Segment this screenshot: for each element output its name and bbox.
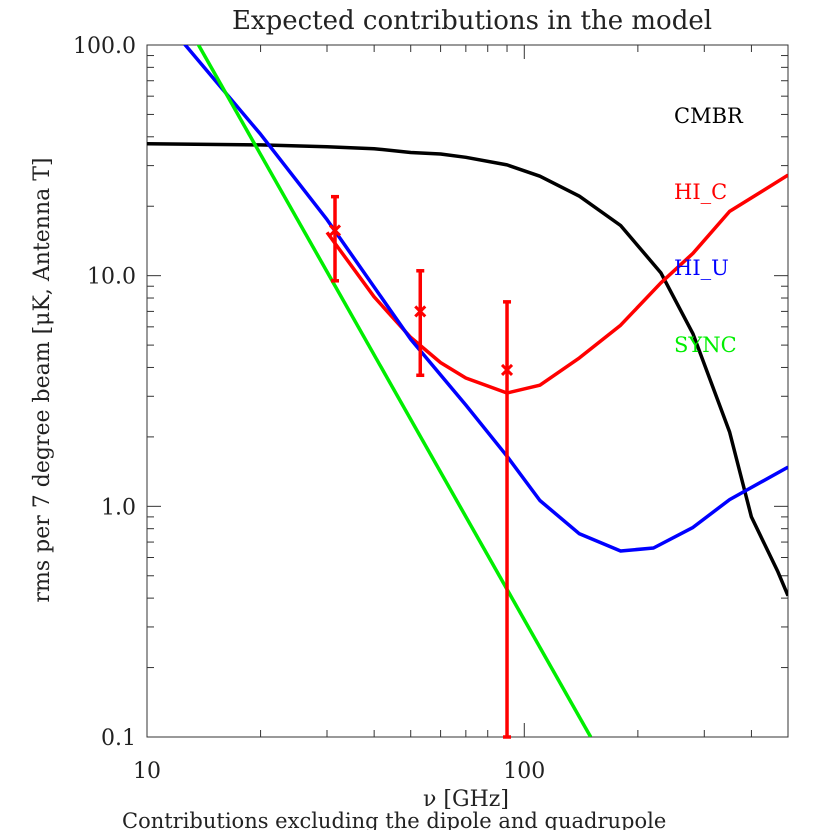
- legend-item-sync: SYNC: [674, 333, 737, 357]
- x-tick-label: 100: [503, 759, 545, 784]
- series-line-hi-u: [182, 45, 788, 553]
- error-bar: [328, 194, 342, 283]
- error-bar: [500, 300, 514, 739]
- series-lines: [147, 45, 788, 737]
- y-axis-label: rms per 7 degree beam [μK, Antenna T]: [30, 158, 55, 603]
- series-line-hi-c: [325, 173, 788, 395]
- x-tick-label: 10: [133, 759, 161, 784]
- legend-item-hi-u: HI_U: [674, 256, 729, 280]
- legend: CMBR HI_C HI_U SYNC: [674, 104, 744, 357]
- legend-item-hi-c: HI_C: [674, 180, 727, 204]
- series-line-cmbr: [147, 142, 788, 597]
- axis-ticks: [146, 44, 789, 738]
- y-tick-label: 1.0: [101, 495, 136, 520]
- chart-caption: Contributions excluding the dipole and q…: [122, 809, 666, 830]
- y-tick-label: 10.0: [87, 265, 136, 290]
- series-line-sync: [196, 45, 593, 737]
- y-tick-label: 100.0: [73, 34, 136, 59]
- plot-frame: [146, 44, 789, 738]
- y-tick-label: 0.1: [101, 726, 136, 751]
- chart-title: Expected contributions in the model: [232, 6, 712, 36]
- error-bar: [414, 269, 427, 378]
- x-axis-label: ν [GHz]: [423, 787, 509, 812]
- tick-labels: 10 100 0.1 1.0 10.0 100.0: [73, 34, 545, 784]
- error-bars: [328, 194, 514, 739]
- legend-item-cmbr: CMBR: [674, 104, 744, 128]
